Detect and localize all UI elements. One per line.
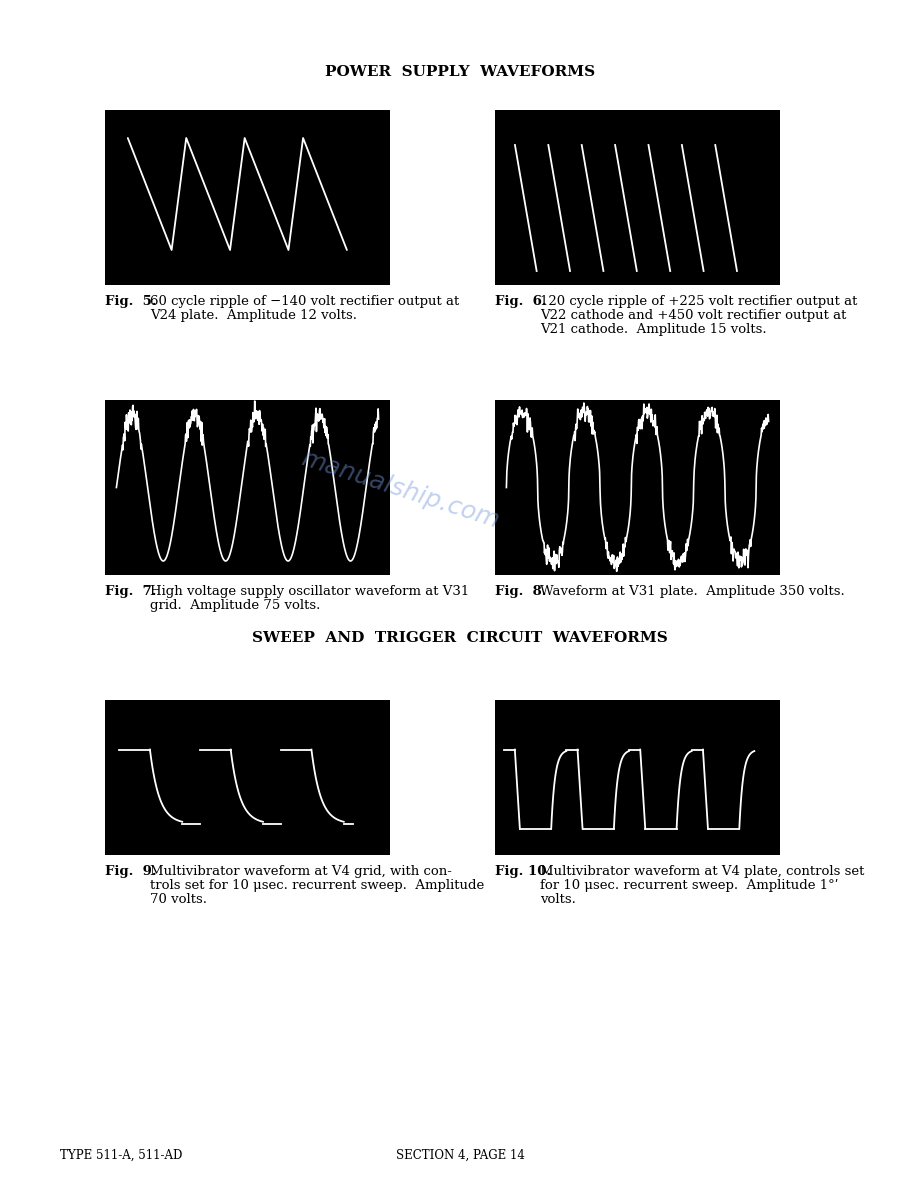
Text: 120 cycle ripple of +225 volt rectifier output at: 120 cycle ripple of +225 volt rectifier … [539,295,857,308]
Bar [494,400,779,575]
Text: 60 cycle ripple of −140 volt rectifier output at: 60 cycle ripple of −140 volt rectifier o… [150,295,459,308]
Text: Fig.  8.: Fig. 8. [494,585,546,598]
Text: V21 cathode.  Amplitude 15 volts.: V21 cathode. Amplitude 15 volts. [539,323,766,336]
Text: Fig. 10.: Fig. 10. [494,866,550,877]
Bar [494,111,779,285]
Text: grid.  Amplitude 75 volts.: grid. Amplitude 75 volts. [150,599,320,612]
Text: Fig.  5.: Fig. 5. [105,295,156,308]
Text: Fig.  9.: Fig. 9. [105,866,156,877]
Text: 70 volts.: 70 volts. [150,893,207,906]
Text: V24 plate.  Amplitude 12 volts.: V24 plate. Amplitude 12 volts. [150,309,357,322]
Bar [494,700,779,855]
Text: Fig.  6.: Fig. 6. [494,295,546,308]
Bar [105,700,390,855]
Text: for 10 μsec. recurrent sweep.  Amplitude 1°ʹ: for 10 μsec. recurrent sweep. Amplitude … [539,879,837,892]
Text: Multivibrator waveform at V4 grid, with con-: Multivibrator waveform at V4 grid, with … [150,866,451,877]
Text: TYPE 511-A, 511-AD: TYPE 511-A, 511-AD [60,1149,182,1162]
Text: V22 cathode and +450 volt rectifier output at: V22 cathode and +450 volt rectifier outp… [539,309,845,322]
Text: trols set for 10 μsec. recurrent sweep.  Amplitude: trols set for 10 μsec. recurrent sweep. … [150,879,483,892]
Text: SWEEP  AND  TRIGGER  CIRCUIT  WAVEFORMS: SWEEP AND TRIGGER CIRCUIT WAVEFORMS [252,631,667,644]
Bar [105,111,390,285]
Text: High voltage supply oscillator waveform at V31: High voltage supply oscillator waveform … [150,585,469,598]
Text: volts.: volts. [539,893,575,906]
Text: SECTION 4, PAGE 14: SECTION 4, PAGE 14 [395,1149,524,1162]
Text: POWER  SUPPLY  WAVEFORMS: POWER SUPPLY WAVEFORMS [324,65,595,78]
Text: Waveform at V31 plate.  Amplitude 350 volts.: Waveform at V31 plate. Amplitude 350 vol… [539,585,844,598]
Text: manualship.com: manualship.com [298,447,502,534]
Bar [105,400,390,575]
Text: Multivibrator waveform at V4 plate, controls set: Multivibrator waveform at V4 plate, cont… [539,866,864,877]
Text: Fig.  7.: Fig. 7. [105,585,156,598]
